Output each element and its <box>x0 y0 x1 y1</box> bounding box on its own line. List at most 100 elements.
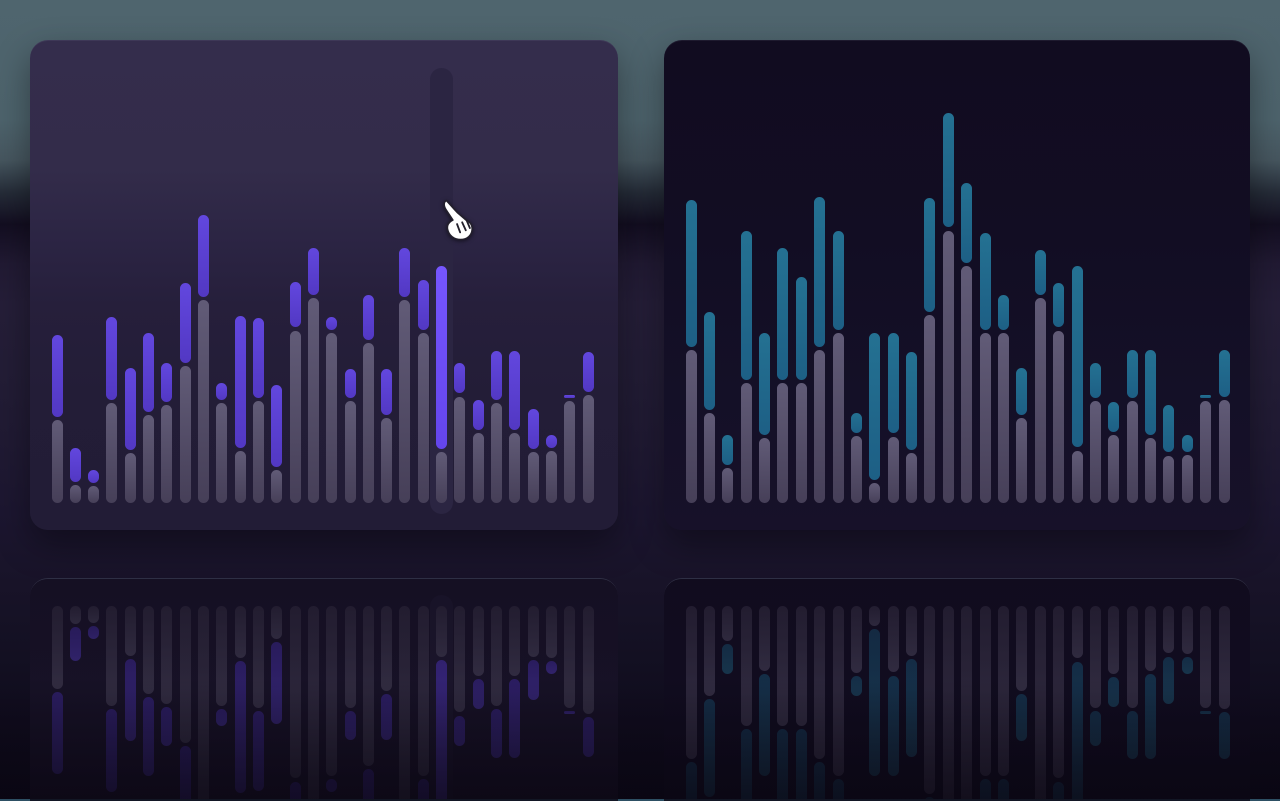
secondary-bar-segment <box>685 350 697 503</box>
primary-bar-segment <box>777 248 789 380</box>
bar-column[interactable] <box>48 40 67 530</box>
bar-column[interactable] <box>395 40 414 530</box>
bar-column[interactable] <box>102 40 121 530</box>
bar-column[interactable] <box>267 40 286 530</box>
bar-column[interactable] <box>1104 40 1123 530</box>
bar-column[interactable] <box>1141 40 1160 530</box>
primary-bar-segment <box>51 335 63 417</box>
bar-column[interactable] <box>524 40 543 530</box>
bar-column[interactable] <box>414 40 433 530</box>
primary-bar-segment <box>1071 266 1083 447</box>
secondary-bar-segment <box>271 470 283 503</box>
secondary-bar-segment <box>1053 331 1065 503</box>
bar-column[interactable] <box>249 40 268 530</box>
primary-bar-segment <box>362 295 374 340</box>
bar-column[interactable] <box>1068 40 1087 530</box>
bar-column[interactable] <box>737 40 756 530</box>
bar-column[interactable] <box>1031 40 1050 530</box>
bar-column[interactable] <box>1196 40 1215 530</box>
bar-column[interactable] <box>1159 40 1178 530</box>
primary-bar-segment <box>399 248 411 297</box>
primary-bar-segment <box>326 317 338 330</box>
secondary-bar-segment <box>942 231 954 503</box>
primary-bar-segment <box>1145 350 1156 435</box>
bar-column[interactable] <box>1049 40 1068 530</box>
bar-column[interactable] <box>377 40 396 530</box>
secondary-bar-segment <box>399 300 411 503</box>
bar-column[interactable] <box>1215 40 1234 530</box>
secondary-bar-segment <box>143 415 155 503</box>
primary-bar-segment <box>979 233 991 330</box>
bar-column[interactable] <box>810 40 829 530</box>
secondary-bar-segment <box>1126 401 1138 503</box>
bar-column[interactable] <box>773 40 792 530</box>
bar-column[interactable] <box>718 40 737 530</box>
bar-column[interactable] <box>322 40 341 530</box>
bar-column[interactable] <box>542 40 561 530</box>
primary-bar-segment <box>307 248 319 295</box>
bar-column[interactable] <box>976 40 995 530</box>
bar-column[interactable] <box>1123 40 1142 530</box>
bar-column[interactable] <box>194 40 213 530</box>
primary-bar-segment <box>582 352 594 392</box>
bar-column[interactable] <box>755 40 774 530</box>
bar-column[interactable] <box>700 40 719 530</box>
bar-column[interactable] <box>865 40 884 530</box>
bar-column[interactable] <box>792 40 811 530</box>
secondary-bar-segment <box>564 401 576 503</box>
bar-column[interactable] <box>121 40 140 530</box>
bar-column[interactable] <box>884 40 903 530</box>
bar-column[interactable] <box>994 40 1013 530</box>
bar-column[interactable] <box>341 40 360 530</box>
bar-column[interactable] <box>176 40 195 530</box>
bar-column[interactable] <box>139 40 158 530</box>
bar-column[interactable] <box>469 40 488 530</box>
primary-bar-segment <box>143 333 155 412</box>
bar-column[interactable] <box>957 40 976 530</box>
secondary-bar-segment <box>869 483 881 503</box>
bar-column[interactable] <box>66 40 85 530</box>
bar-column[interactable] <box>939 40 958 530</box>
bar-column[interactable] <box>505 40 524 530</box>
secondary-bar-segment <box>289 331 301 503</box>
primary-bar-segment <box>198 215 209 297</box>
secondary-bar-segment <box>906 453 918 503</box>
reflection-shade-overlay <box>30 579 618 801</box>
secondary-bar-segment <box>1200 401 1212 503</box>
primary-bar-segment <box>381 369 393 415</box>
primary-bar-segment <box>1163 405 1175 452</box>
bar-column[interactable] <box>920 40 939 530</box>
bar-column[interactable] <box>487 40 506 530</box>
primary-bar-segment <box>1200 395 1212 398</box>
bottom-edge-line <box>0 799 1280 801</box>
bar-column[interactable] <box>902 40 921 530</box>
primary-bar-segment <box>740 231 752 380</box>
bar-column[interactable] <box>212 40 231 530</box>
primary-bar-segment <box>906 352 918 450</box>
primary-bar-segment <box>1089 363 1101 398</box>
bar-column[interactable] <box>359 40 378 530</box>
bar-column[interactable] <box>286 40 305 530</box>
bar-column[interactable] <box>450 40 469 530</box>
bar-column[interactable] <box>1012 40 1031 530</box>
panel-reflection-left <box>30 578 618 801</box>
bar-column[interactable] <box>304 40 323 530</box>
panel-reflection-right <box>664 578 1250 801</box>
bar-column[interactable] <box>231 40 250 530</box>
bar-column[interactable] <box>560 40 579 530</box>
bar-column[interactable] <box>1086 40 1105 530</box>
bar-column[interactable] <box>432 40 451 530</box>
bar-column[interactable] <box>682 40 701 530</box>
bar-column[interactable] <box>579 40 598 530</box>
secondary-bar-segment <box>381 418 393 503</box>
bar-column[interactable] <box>157 40 176 530</box>
secondary-bar-segment <box>252 401 264 503</box>
secondary-bar-segment <box>179 366 191 503</box>
bar-column[interactable] <box>1178 40 1197 530</box>
bar-column[interactable] <box>829 40 848 530</box>
bar-column[interactable] <box>84 40 103 530</box>
bar-column[interactable] <box>847 40 866 530</box>
secondary-bar-segment <box>759 438 770 503</box>
primary-bar-segment-highlighted <box>436 266 447 449</box>
